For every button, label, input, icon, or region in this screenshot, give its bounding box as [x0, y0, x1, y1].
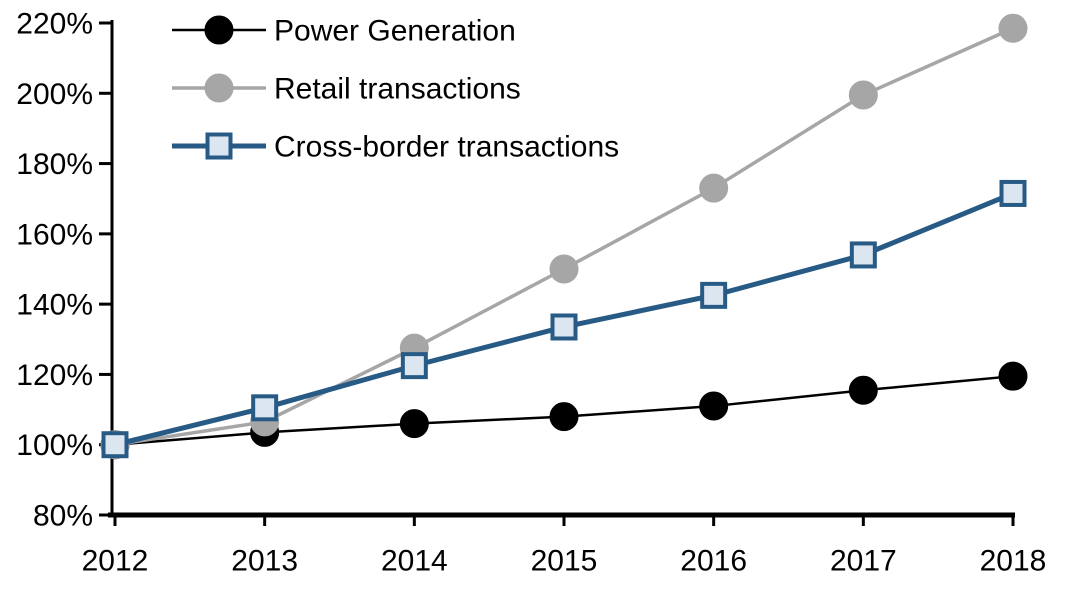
- series-marker-circle-power-generation-2016: [699, 391, 729, 421]
- x-axis-tick-label-2018: 2018: [980, 545, 1047, 578]
- series-marker-square-cross-border-transactions-2017: [849, 241, 877, 269]
- y-axis-tick-label-120: 120%: [16, 359, 93, 392]
- series-marker-circle-legend-retail-transactions: [204, 73, 234, 103]
- x-axis-tick-label-2015: 2015: [531, 545, 598, 578]
- legend-item-retail-transactions: Retail transactions: [172, 73, 521, 106]
- series-marker-square-cross-border-transactions-2018: [999, 179, 1027, 207]
- series-marker-square-cross-border-transactions-2013: [251, 394, 279, 422]
- series-marker-circle-legend-power-generation: [204, 15, 234, 45]
- legend-item-power-generation: Power Generation: [172, 15, 516, 48]
- series-marker-circle-retail-transactions-2016: [699, 173, 729, 203]
- series-marker-square-cross-border-transactions-2014: [400, 352, 428, 380]
- series-power-generation: [100, 361, 1028, 460]
- x-axis-tick-label-2012: 2012: [82, 545, 149, 578]
- series-line-retail-transactions: [114, 26, 1014, 447]
- series-marker-square-cross-border-transactions-2016: [700, 281, 728, 309]
- series-marker-square-cross-border-transactions-2012: [101, 431, 129, 459]
- series-marker-circle-power-generation-2018: [998, 361, 1028, 391]
- y-axis-tick-label-140: 140%: [16, 289, 93, 322]
- y-axis-tick-label-80: 80%: [33, 500, 93, 533]
- legend-item-cross-border-transactions: Cross-border transactions: [172, 131, 619, 164]
- y-axis-tick-label-200: 200%: [16, 78, 93, 111]
- legend-label-retail-transactions: Retail transactions: [274, 73, 521, 106]
- x-axis-tick-label-2013: 2013: [231, 545, 298, 578]
- series-cross-border-transactions: [101, 179, 1027, 459]
- series-marker-circle-power-generation-2015: [549, 402, 579, 432]
- legend-label-power-generation: Power Generation: [274, 15, 516, 48]
- y-axis-tick-label-180: 180%: [16, 148, 93, 181]
- x-axis-tick-label-2016: 2016: [680, 545, 747, 578]
- series-retail-transactions: [100, 13, 1028, 460]
- legend: Power Generation Retail transactions Cross…: [172, 15, 619, 164]
- x-axis-tick-label-2017: 2017: [830, 545, 897, 578]
- y-axis-tick-label-220: 220%: [16, 8, 93, 41]
- series-marker-circle-power-generation-2017: [848, 375, 878, 405]
- series-marker-circle-retail-transactions-2018: [998, 13, 1028, 43]
- y-axis-tick-label-160: 160%: [16, 218, 93, 251]
- series-marker-square-legend-cross-border-transactions: [205, 132, 233, 160]
- series-marker-circle-retail-transactions-2017: [848, 80, 878, 110]
- series-marker-square-cross-border-transactions-2015: [550, 313, 578, 341]
- y-axis-tick-label-100: 100%: [16, 429, 93, 462]
- series-marker-circle-retail-transactions-2015: [549, 254, 579, 284]
- x-axis-tick-label-2014: 2014: [381, 545, 448, 578]
- legend-label-cross-border-transactions: Cross-border transactions: [274, 131, 619, 164]
- series-marker-circle-power-generation-2014: [399, 409, 429, 439]
